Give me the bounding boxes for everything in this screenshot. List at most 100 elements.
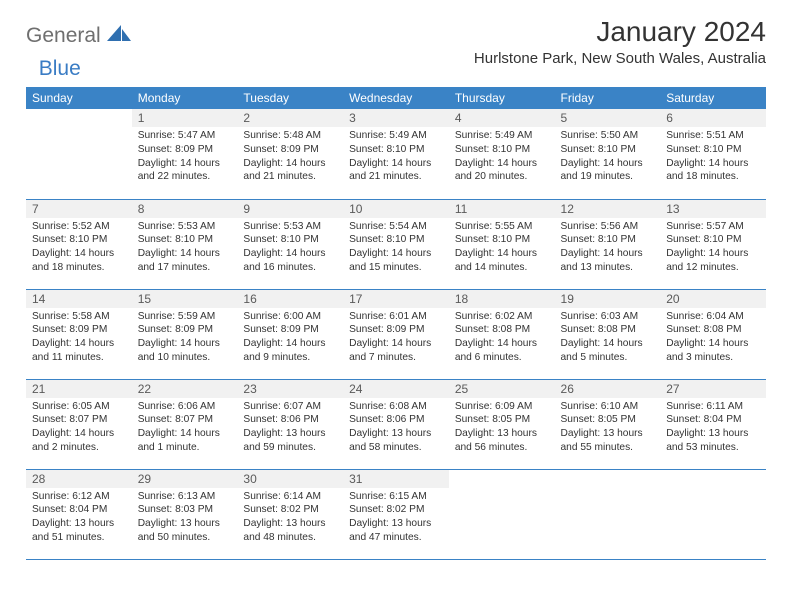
day-sunset: Sunset: 8:10 PM [349, 233, 443, 247]
day-daylight2: and 14 minutes. [455, 261, 549, 275]
day-daylight2: and 18 minutes. [32, 261, 126, 275]
day-content: Sunrise: 5:54 AMSunset: 8:10 PMDaylight:… [343, 218, 449, 277]
day-daylight2: and 16 minutes. [243, 261, 337, 275]
day-number: 11 [449, 200, 555, 218]
day-daylight1: Daylight: 14 hours [138, 247, 232, 261]
week-row: 21Sunrise: 6:05 AMSunset: 8:07 PMDayligh… [26, 379, 766, 469]
day-number: 30 [237, 470, 343, 488]
week-row: 1Sunrise: 5:47 AMSunset: 8:09 PMDaylight… [26, 109, 766, 199]
day-cell: 7Sunrise: 5:52 AMSunset: 8:10 PMDaylight… [26, 199, 132, 289]
day-cell: 28Sunrise: 6:12 AMSunset: 8:04 PMDayligh… [26, 469, 132, 559]
day-number: 17 [343, 290, 449, 308]
day-content: Sunrise: 5:49 AMSunset: 8:10 PMDaylight:… [449, 127, 555, 186]
day-number: 15 [132, 290, 238, 308]
day-cell: 5Sunrise: 5:50 AMSunset: 8:10 PMDaylight… [555, 109, 661, 199]
day-daylight1: Daylight: 14 hours [32, 247, 126, 261]
day-number [660, 470, 766, 488]
day-number: 18 [449, 290, 555, 308]
day-cell: 15Sunrise: 5:59 AMSunset: 8:09 PMDayligh… [132, 289, 238, 379]
day-number: 6 [660, 109, 766, 127]
week-row: 7Sunrise: 5:52 AMSunset: 8:10 PMDaylight… [26, 199, 766, 289]
day-sunrise: Sunrise: 6:10 AM [561, 400, 655, 414]
day-daylight2: and 17 minutes. [138, 261, 232, 275]
day-content: Sunrise: 6:01 AMSunset: 8:09 PMDaylight:… [343, 308, 449, 367]
day-daylight2: and 6 minutes. [455, 351, 549, 365]
day-daylight1: Daylight: 14 hours [349, 247, 443, 261]
day-cell: 21Sunrise: 6:05 AMSunset: 8:07 PMDayligh… [26, 379, 132, 469]
day-content: Sunrise: 5:51 AMSunset: 8:10 PMDaylight:… [660, 127, 766, 186]
day-number: 26 [555, 380, 661, 398]
day-number: 20 [660, 290, 766, 308]
day-header-row: Sunday Monday Tuesday Wednesday Thursday… [26, 87, 766, 109]
day-cell: 18Sunrise: 6:02 AMSunset: 8:08 PMDayligh… [449, 289, 555, 379]
day-sunset: Sunset: 8:05 PM [561, 413, 655, 427]
day-content: Sunrise: 6:06 AMSunset: 8:07 PMDaylight:… [132, 398, 238, 457]
day-daylight2: and 48 minutes. [243, 531, 337, 545]
day-sunrise: Sunrise: 5:57 AM [666, 220, 760, 234]
day-number: 13 [660, 200, 766, 218]
day-cell: 25Sunrise: 6:09 AMSunset: 8:05 PMDayligh… [449, 379, 555, 469]
day-daylight1: Daylight: 14 hours [561, 247, 655, 261]
day-sunset: Sunset: 8:08 PM [561, 323, 655, 337]
day-daylight1: Daylight: 14 hours [243, 247, 337, 261]
logo-text-general: General [26, 24, 101, 48]
day-content: Sunrise: 5:50 AMSunset: 8:10 PMDaylight:… [555, 127, 661, 186]
logo-text-blue: Blue [39, 57, 81, 81]
day-sunset: Sunset: 8:09 PM [138, 323, 232, 337]
day-sunset: Sunset: 8:10 PM [455, 143, 549, 157]
day-number: 5 [555, 109, 661, 127]
day-number: 22 [132, 380, 238, 398]
day-number: 3 [343, 109, 449, 127]
day-cell [555, 469, 661, 559]
day-daylight1: Daylight: 14 hours [349, 157, 443, 171]
day-sunrise: Sunrise: 6:04 AM [666, 310, 760, 324]
day-number [555, 470, 661, 488]
day-number: 25 [449, 380, 555, 398]
day-sunrise: Sunrise: 6:01 AM [349, 310, 443, 324]
day-daylight2: and 20 minutes. [455, 170, 549, 184]
location-subtitle: Hurlstone Park, New South Wales, Austral… [474, 50, 766, 67]
day-sunrise: Sunrise: 6:15 AM [349, 490, 443, 504]
day-sunset: Sunset: 8:10 PM [561, 233, 655, 247]
day-header-sunday: Sunday [26, 87, 132, 109]
day-daylight2: and 5 minutes. [561, 351, 655, 365]
day-daylight1: Daylight: 14 hours [138, 337, 232, 351]
week-row: 28Sunrise: 6:12 AMSunset: 8:04 PMDayligh… [26, 469, 766, 559]
day-content: Sunrise: 5:48 AMSunset: 8:09 PMDaylight:… [237, 127, 343, 186]
day-cell: 27Sunrise: 6:11 AMSunset: 8:04 PMDayligh… [660, 379, 766, 469]
day-number: 7 [26, 200, 132, 218]
day-daylight1: Daylight: 13 hours [349, 517, 443, 531]
day-sunset: Sunset: 8:10 PM [243, 233, 337, 247]
day-daylight1: Daylight: 14 hours [32, 427, 126, 441]
day-daylight1: Daylight: 13 hours [32, 517, 126, 531]
day-sunset: Sunset: 8:09 PM [243, 323, 337, 337]
day-daylight2: and 18 minutes. [666, 170, 760, 184]
day-sunrise: Sunrise: 5:51 AM [666, 129, 760, 143]
day-cell: 10Sunrise: 5:54 AMSunset: 8:10 PMDayligh… [343, 199, 449, 289]
day-daylight1: Daylight: 14 hours [455, 337, 549, 351]
day-sunrise: Sunrise: 5:58 AM [32, 310, 126, 324]
day-cell: 30Sunrise: 6:14 AMSunset: 8:02 PMDayligh… [237, 469, 343, 559]
day-daylight2: and 21 minutes. [349, 170, 443, 184]
day-daylight2: and 21 minutes. [243, 170, 337, 184]
day-daylight2: and 7 minutes. [349, 351, 443, 365]
day-content: Sunrise: 6:08 AMSunset: 8:06 PMDaylight:… [343, 398, 449, 457]
day-sunrise: Sunrise: 5:49 AM [349, 129, 443, 143]
day-daylight1: Daylight: 14 hours [455, 247, 549, 261]
day-sunset: Sunset: 8:06 PM [349, 413, 443, 427]
day-number: 23 [237, 380, 343, 398]
day-sunrise: Sunrise: 5:47 AM [138, 129, 232, 143]
day-sunset: Sunset: 8:09 PM [32, 323, 126, 337]
day-cell: 26Sunrise: 6:10 AMSunset: 8:05 PMDayligh… [555, 379, 661, 469]
day-daylight1: Daylight: 14 hours [455, 157, 549, 171]
day-sunset: Sunset: 8:04 PM [32, 503, 126, 517]
day-sunset: Sunset: 8:05 PM [455, 413, 549, 427]
day-cell: 11Sunrise: 5:55 AMSunset: 8:10 PMDayligh… [449, 199, 555, 289]
day-sunset: Sunset: 8:09 PM [243, 143, 337, 157]
day-daylight2: and 58 minutes. [349, 441, 443, 455]
day-header-monday: Monday [132, 87, 238, 109]
day-sunrise: Sunrise: 6:13 AM [138, 490, 232, 504]
day-header-thursday: Thursday [449, 87, 555, 109]
logo: General [26, 24, 133, 48]
day-number: 16 [237, 290, 343, 308]
